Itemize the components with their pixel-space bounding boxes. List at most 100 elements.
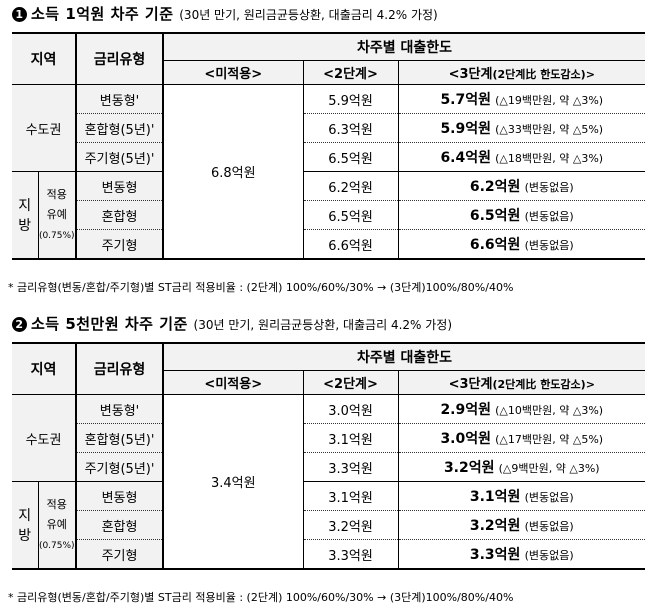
unapplied-limit: 6.8억원 <box>162 84 304 260</box>
stage3-change: (△18백만원, 약 △3%) <box>495 152 604 165</box>
table-row: 주기형 6.6억원 6.6억원 (변동없음) <box>12 229 645 260</box>
stage3-limit: 2.9억원 (△10백만원, 약 △3%) <box>397 394 645 424</box>
stage3-change: (△33백만원, 약 △5%) <box>495 123 604 136</box>
number-badge: 2 <box>12 317 27 332</box>
stage3-value: 3.2억원 <box>469 518 521 534</box>
region-capital: 수도권 <box>12 84 77 172</box>
stage3-value: 6.4억원 <box>440 150 491 166</box>
stage2-limit: 3.3억원 <box>302 452 399 482</box>
stage2-limit: 6.3억원 <box>302 113 399 143</box>
stage3-change: (△10백만원, 약 △3%) <box>495 404 604 417</box>
header-stage3-label: <3단계 <box>448 377 493 392</box>
section-title: 2 소득 5천만원 차주 기준 (30년 만기, 원리금균등상환, 대출금리 4.… <box>12 313 452 334</box>
stage3-limit: 5.7억원 (△19백만원, 약 △3%) <box>397 84 645 114</box>
header-limit: 차주별 대출한도 <box>162 342 645 371</box>
title-subtitle: (30년 만기, 원리금균등상환, 대출금리 4.2% 가정) <box>179 8 438 22</box>
stage3-value: 6.5억원 <box>469 208 521 224</box>
title-text: 소득 5천만원 차주 기준 <box>31 315 188 333</box>
stage3-change: (△19백만원, 약 △3%) <box>495 94 604 107</box>
region-local: 지 방 <box>12 481 38 570</box>
header-unapplied: <미적용> <box>162 60 304 85</box>
rate-type: 혼합형 <box>75 510 164 540</box>
header-stage3-label: <3단계 <box>448 67 493 82</box>
stage3-limit: 6.4억원 (△18백만원, 약 △3%) <box>397 142 645 172</box>
table-row: 주기형(5년)' 6.5억원 6.4억원 (△18백만원, 약 △3%) <box>12 142 645 172</box>
stage3-limit: 6.5억원 (변동없음) <box>397 200 645 230</box>
stage3-value: 5.9억원 <box>440 121 491 137</box>
loan-limit-table: 지역 금리유형 차주별 대출한도 <미적용> <2단계> <3단계(2단계比 한… <box>12 32 645 260</box>
header-limit: 차주별 대출한도 <box>162 32 645 61</box>
table-row: 지 방 적용 유예 (0.75%) 변동형 6.2억원 6.2억원 (변동없음) <box>12 171 645 260</box>
rate-type: 혼합형(5년)' <box>75 113 164 143</box>
header-region: 지역 <box>12 32 77 85</box>
deferral-label-1: 적용 <box>46 497 67 511</box>
stage3-value: 3.0억원 <box>440 431 491 447</box>
stage3-change: (변동없음) <box>524 210 574 223</box>
table-row: 혼합형 3.2억원 3.2억원 (변동없음) <box>12 510 645 540</box>
deferral-label-2: 유예 <box>46 517 67 531</box>
stage2-limit: 3.0억원 <box>302 394 399 424</box>
stage3-limit: 6.6억원 (변동없음) <box>397 229 645 260</box>
rate-type: 혼합형(5년)' <box>75 423 164 453</box>
stage3-limit: 3.3억원 (변동없음) <box>397 539 645 570</box>
rate-type: 변동형 <box>75 481 164 511</box>
title-text: 소득 1억원 차주 기준 <box>31 5 174 23</box>
stage3-value: 5.7억원 <box>440 92 491 108</box>
stage3-limit: 6.2억원 (변동없음) <box>397 171 645 201</box>
stage2-limit: 6.6억원 <box>302 229 399 260</box>
stage2-limit: 5.9억원 <box>302 84 399 114</box>
stage3-value: 3.1억원 <box>469 489 521 505</box>
table-row: 혼합형(5년)' 6.3억원 5.9억원 (△33백만원, 약 △5%) <box>12 113 645 143</box>
stage3-limit: 3.2억원 (△9백만원, 약 △3%) <box>397 452 645 482</box>
stage3-change: (변동없음) <box>524 239 574 252</box>
stage2-limit: 6.2억원 <box>302 171 399 201</box>
loan-limit-table: 지역 금리유형 차주별 대출한도 <미적용> <2단계> <3단계(2단계比 한… <box>12 342 645 570</box>
rate-type: 주기형 <box>75 539 164 570</box>
rate-type: 변동형' <box>75 394 164 424</box>
stage3-value: 2.9억원 <box>440 402 491 418</box>
stage3-change: (△17백만원, 약 △5%) <box>495 433 604 446</box>
number-badge: 1 <box>12 7 27 22</box>
region-local: 지 방 <box>12 171 38 260</box>
rate-type: 혼합형 <box>75 200 164 230</box>
header-rate-type: 금리유형 <box>75 32 164 85</box>
stage3-limit: 3.0억원 (△17백만원, 약 △5%) <box>397 423 645 453</box>
stage2-limit: 3.3억원 <box>302 539 399 570</box>
deferral-rate: (0.75%) <box>38 230 75 241</box>
footnote: * 금리유형(변동/혼합/주기형)별 ST금리 적용비율 : (2단계) 100… <box>8 281 514 294</box>
stage2-limit: 6.5억원 <box>302 142 399 172</box>
table-row: 혼합형 6.5억원 6.5억원 (변동없음) <box>12 200 645 230</box>
local-deferral: 적용 유예 (0.75%) <box>37 171 77 260</box>
stage3-change: (변동없음) <box>524 520 574 533</box>
title-subtitle: (30년 만기, 원리금균등상환, 대출금리 4.2% 가정) <box>193 318 453 332</box>
header-stage3: <3단계(2단계比 한도감소)> <box>397 60 645 85</box>
stage3-change: (변동없음) <box>524 181 574 194</box>
deferral-rate: (0.75%) <box>38 540 75 551</box>
footnote: * 금리유형(변동/혼합/주기형)별 ST금리 적용비율 : (2단계) 100… <box>8 591 514 604</box>
rate-type: 주기형 <box>75 229 164 260</box>
rate-type: 주기형(5년)' <box>75 452 164 482</box>
region-capital: 수도권 <box>12 394 77 482</box>
rate-type: 주기형(5년)' <box>75 142 164 172</box>
header-rate-type: 금리유형 <box>75 342 164 395</box>
stage3-value: 3.2억원 <box>443 460 495 476</box>
rate-type: 변동형' <box>75 84 164 114</box>
stage3-limit: 3.1억원 (변동없음) <box>397 481 645 511</box>
stage3-value: 3.3억원 <box>469 547 521 563</box>
stage2-limit: 3.1억원 <box>302 481 399 511</box>
stage3-change: (변동없음) <box>524 549 574 562</box>
rate-type: 변동형 <box>75 171 164 201</box>
stage3-value: 6.2억원 <box>469 179 521 195</box>
section-title: 1 소득 1억원 차주 기준 (30년 만기, 원리금균등상환, 대출금리 4.2… <box>12 3 438 24</box>
stage3-value: 6.6억원 <box>469 237 521 253</box>
header-stage2: <2단계> <box>302 370 399 395</box>
unapplied-limit: 3.4억원 <box>162 394 304 570</box>
table-row: 수도권 변동형' 3.4억원 3.0억원 2.9억원 (△10백만원, 약 △3%… <box>12 394 645 570</box>
header-stage2: <2단계> <box>302 60 399 85</box>
deferral-label-2: 유예 <box>46 207 67 221</box>
stage3-limit: 5.9억원 (△33백만원, 약 △5%) <box>397 113 645 143</box>
header-region: 지역 <box>12 342 77 395</box>
table-row: 수도권 변동형' 6.8억원 5.9억원 5.7억원 (△19백만원, 약 △3%… <box>12 84 645 260</box>
